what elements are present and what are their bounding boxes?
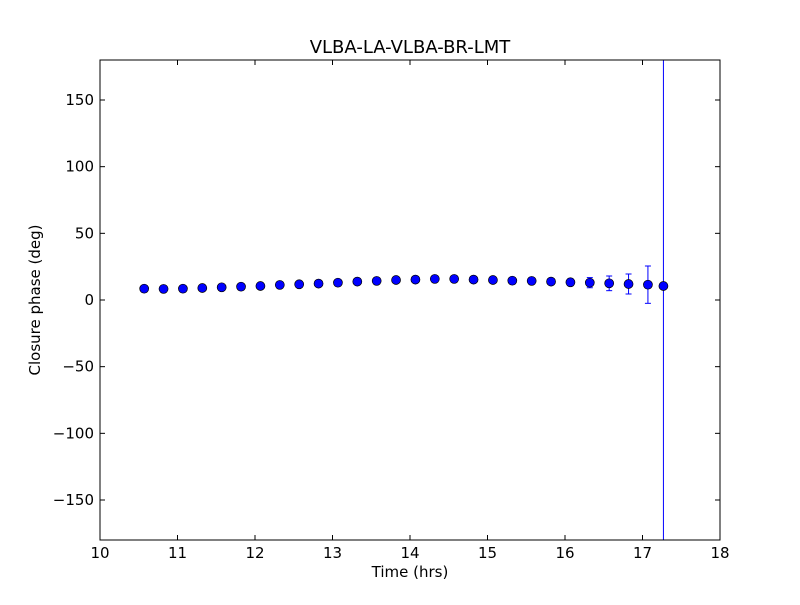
data-point [158,284,169,294]
data-point [236,281,246,292]
data-point [410,274,421,285]
data-point [526,276,537,286]
plot-frame [99,59,721,541]
y-tick-label: 100 [65,158,94,176]
data-point [391,275,401,285]
x-tick-label: 10 [90,544,109,562]
data-point [371,276,382,286]
chart-title: VLBA-LA-VLBA-BR-LMT [310,37,512,58]
x-tick-label: 16 [555,544,574,562]
x-tick-label: 18 [710,544,729,562]
x-tick-label: 13 [323,544,342,562]
data-point [178,283,188,294]
data-point [623,279,634,289]
data-point [255,281,266,291]
data-point [216,282,227,293]
data-point [429,274,440,284]
y-tick-label: −100 [53,424,94,442]
x-axis-label: Time (hrs) [371,563,449,581]
data-layer [139,60,669,540]
data-point [449,274,460,284]
x-tick-label: 11 [168,544,187,562]
data-point [139,283,150,294]
data-point [658,281,669,291]
y-tick-label: −150 [53,491,94,509]
y-tick-label: 50 [75,224,94,242]
ticks-layer: 10 11 12 13 14 15 16 17 18 −150 −100 −50 0 50 100 150 [53,60,730,562]
x-tick-label: 12 [245,544,264,562]
data-point [546,276,556,287]
data-point [468,274,479,285]
data-point [197,283,208,293]
data-point [352,276,363,287]
data-point [565,277,576,288]
data-point [507,275,518,286]
data-point [274,280,285,290]
data-point [488,275,498,285]
plot-area [100,60,720,540]
y-axis-label: Closure phase (deg) [26,225,44,376]
data-point [333,277,343,288]
x-tick-label: 15 [478,544,497,562]
data-point [584,277,595,288]
data-point [313,278,324,289]
y-tick-label: −50 [62,358,94,376]
data-point [294,279,305,290]
x-tick-label: 17 [633,544,652,562]
x-tick-label: 14 [400,544,419,562]
data-point [604,278,615,289]
y-tick-label: 0 [84,291,94,309]
y-tick-label: 150 [65,91,94,109]
data-point [643,279,653,290]
